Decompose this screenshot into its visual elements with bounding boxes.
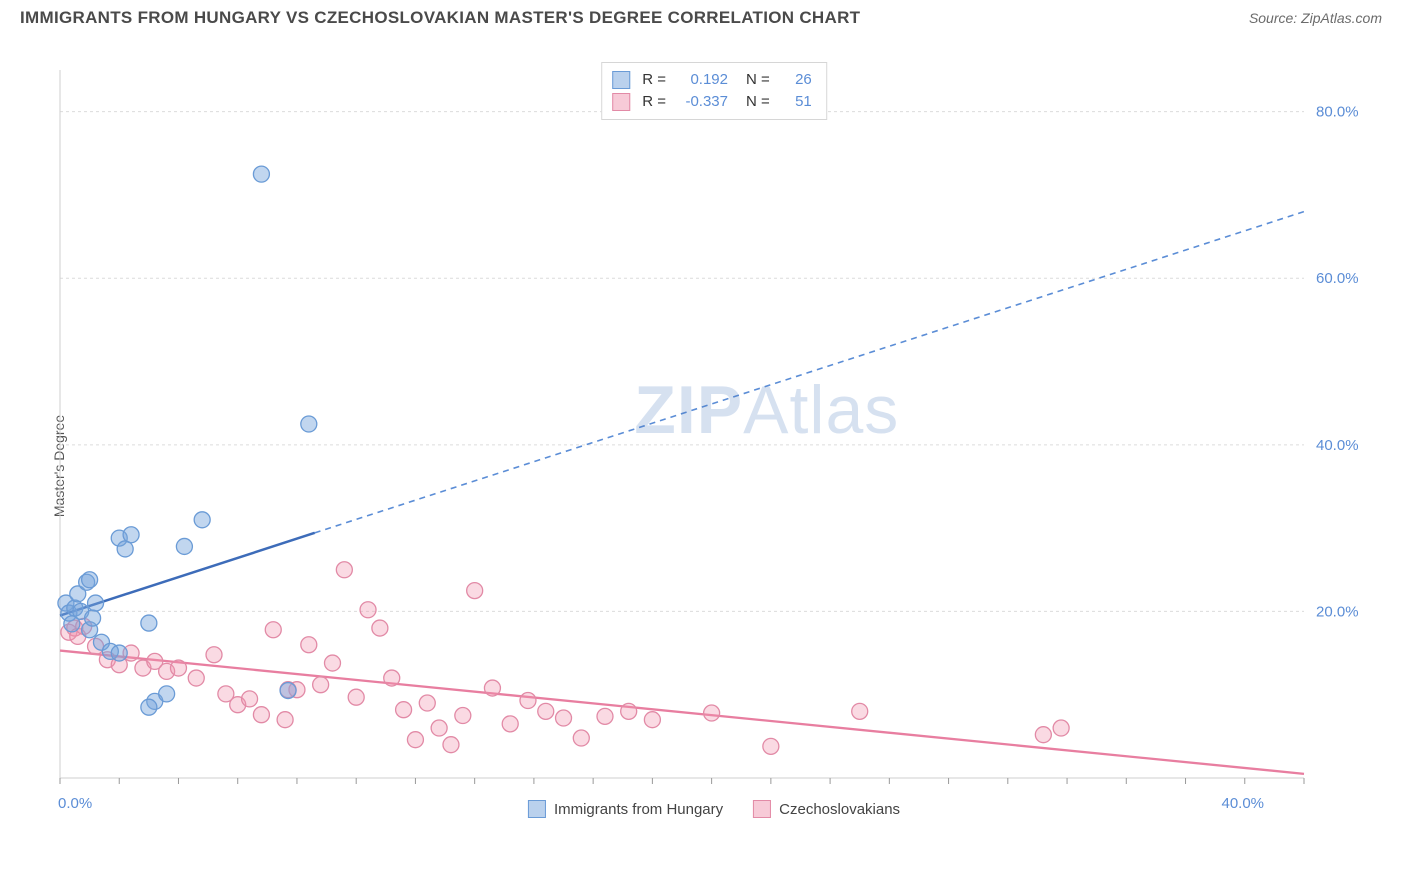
- legend-series-item: Czechoslovakians: [753, 800, 900, 818]
- legend-series-label: Czechoslovakians: [779, 801, 900, 818]
- data-point-pink: [1035, 727, 1051, 743]
- chart-title: IMMIGRANTS FROM HUNGARY VS CZECHOSLOVAKI…: [20, 8, 860, 28]
- data-point-pink: [704, 705, 720, 721]
- legend-correlation: R = 0.192 N = 26 R = -0.337 N = 51: [601, 62, 827, 120]
- data-point-blue: [194, 512, 210, 528]
- n-label: N =: [746, 91, 770, 113]
- scatter-plot: 20.0%40.0%60.0%80.0%0.0%40.0% ZIPAtlas R…: [54, 60, 1374, 820]
- data-point-pink: [763, 738, 779, 754]
- data-point-pink: [1053, 720, 1069, 736]
- legend-correlation-row: R = 0.192 N = 26: [612, 69, 812, 91]
- data-point-pink: [242, 691, 258, 707]
- data-point-pink: [372, 620, 388, 636]
- data-point-pink: [852, 703, 868, 719]
- data-point-pink: [644, 712, 660, 728]
- data-point-pink: [170, 660, 186, 676]
- data-point-blue: [111, 645, 127, 661]
- legend-swatch: [753, 800, 771, 818]
- n-value: 26: [782, 69, 812, 91]
- x-tick-label: 0.0%: [58, 795, 92, 812]
- r-label: R =: [642, 91, 666, 113]
- legend-correlation-row: R = -0.337 N = 51: [612, 91, 812, 113]
- r-value: 0.192: [674, 69, 728, 91]
- data-point-blue: [141, 615, 157, 631]
- chart-header: IMMIGRANTS FROM HUNGARY VS CZECHOSLOVAKI…: [0, 0, 1406, 32]
- data-point-pink: [407, 732, 423, 748]
- trendline-pink: [60, 651, 1304, 774]
- data-point-pink: [520, 693, 536, 709]
- data-point-pink: [467, 583, 483, 599]
- y-tick-label: 20.0%: [1316, 603, 1359, 620]
- data-point-pink: [502, 716, 518, 732]
- y-tick-label: 40.0%: [1316, 437, 1359, 454]
- data-point-blue: [280, 683, 296, 699]
- legend-swatch: [528, 800, 546, 818]
- data-point-pink: [384, 670, 400, 686]
- data-point-pink: [396, 702, 412, 718]
- source-attribution: Source: ZipAtlas.com: [1249, 10, 1382, 26]
- data-point-pink: [336, 562, 352, 578]
- data-point-pink: [419, 695, 435, 711]
- data-point-blue: [141, 699, 157, 715]
- data-point-pink: [443, 737, 459, 753]
- data-point-blue: [253, 166, 269, 182]
- data-point-blue: [123, 527, 139, 543]
- data-point-pink: [253, 707, 269, 723]
- data-point-blue: [82, 572, 98, 588]
- data-point-pink: [431, 720, 447, 736]
- data-point-blue: [159, 686, 175, 702]
- data-point-pink: [348, 689, 364, 705]
- data-point-pink: [324, 655, 340, 671]
- n-value: 51: [782, 91, 812, 113]
- data-point-pink: [301, 637, 317, 653]
- data-point-pink: [188, 670, 204, 686]
- data-point-pink: [484, 680, 500, 696]
- legend-swatch: [612, 93, 630, 111]
- x-tick-label: 40.0%: [1221, 795, 1264, 812]
- legend-series-item: Immigrants from Hungary: [528, 800, 723, 818]
- legend-series: Immigrants from Hungary Czechoslovakians: [528, 800, 900, 818]
- chart-area: Master's Degree 20.0%40.0%60.0%80.0%0.0%…: [0, 40, 1406, 892]
- data-point-pink: [265, 622, 281, 638]
- trendline-blue-dash: [315, 212, 1304, 533]
- legend-series-label: Immigrants from Hungary: [554, 801, 723, 818]
- data-point-blue: [88, 595, 104, 611]
- r-value: -0.337: [674, 91, 728, 113]
- data-point-pink: [313, 677, 329, 693]
- data-point-pink: [277, 712, 293, 728]
- y-tick-label: 80.0%: [1316, 104, 1359, 121]
- data-point-pink: [455, 708, 471, 724]
- data-point-pink: [206, 647, 222, 663]
- n-label: N =: [746, 69, 770, 91]
- data-point-pink: [597, 708, 613, 724]
- plot-svg: 20.0% 40.0% 60.0% 80.0% 0.0% 40.0%: [54, 60, 1374, 820]
- data-point-blue: [85, 610, 101, 626]
- data-point-pink: [538, 703, 554, 719]
- data-point-pink: [360, 602, 376, 618]
- y-tick-label: 60.0%: [1316, 270, 1359, 287]
- data-point-pink: [621, 703, 637, 719]
- data-point-pink: [556, 710, 572, 726]
- data-point-blue: [176, 538, 192, 554]
- data-point-pink: [573, 730, 589, 746]
- r-label: R =: [642, 69, 666, 91]
- legend-swatch: [612, 71, 630, 89]
- data-point-blue: [301, 416, 317, 432]
